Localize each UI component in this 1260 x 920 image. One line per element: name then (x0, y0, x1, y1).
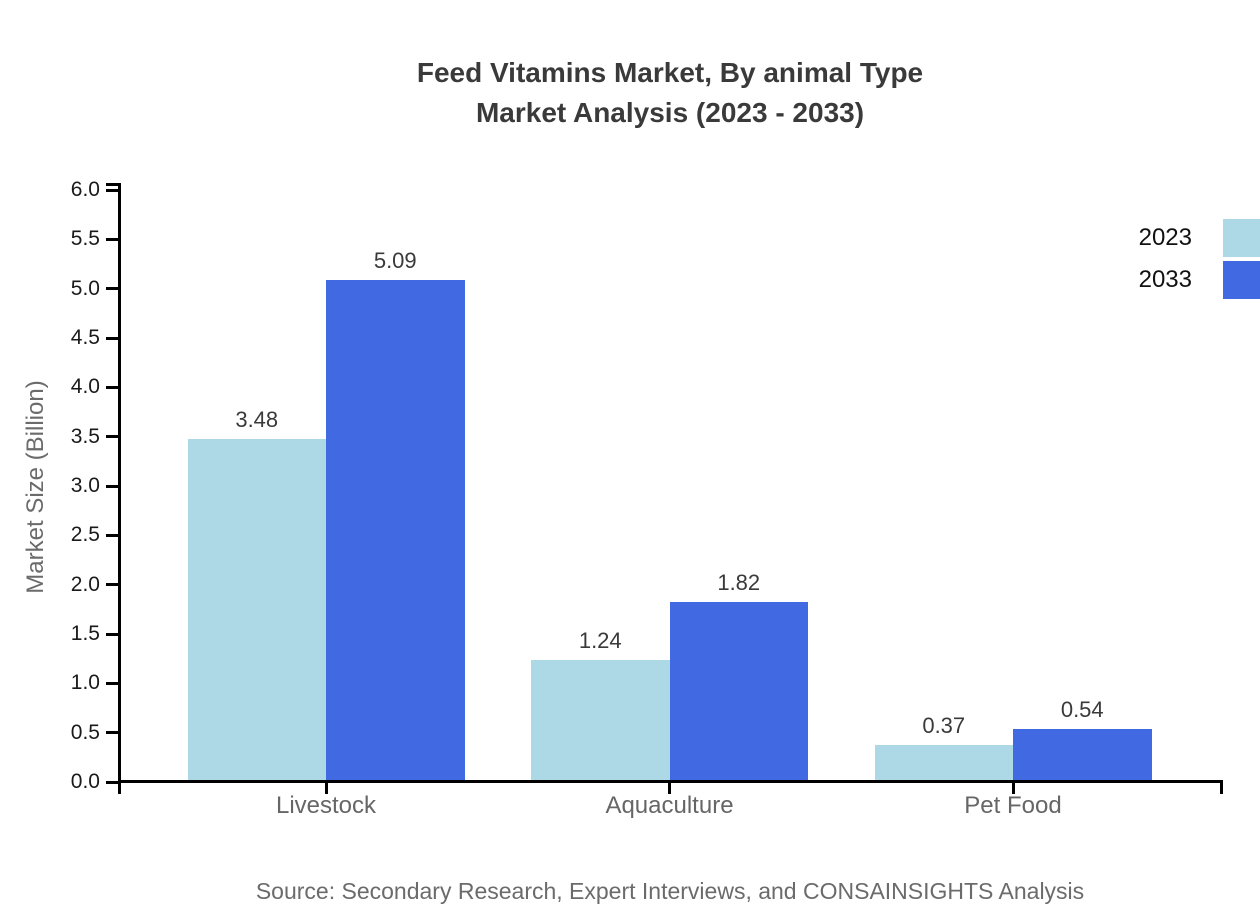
category-label-livestock: Livestock (275, 792, 377, 819)
y-tick (106, 435, 118, 439)
y-tick (106, 533, 118, 537)
x-tick (324, 780, 328, 794)
legend: 2023 2033 (1139, 219, 1260, 299)
bar-2023-aquaculture (531, 659, 670, 783)
y-tick (106, 632, 118, 636)
bar-value-label: 0.37 (922, 713, 966, 739)
y-tick-label: 4.0 (70, 375, 100, 399)
y-tick (106, 780, 118, 784)
y-tick-label: 2.5 (70, 523, 100, 547)
y-tick-label: 4.5 (70, 326, 100, 349)
bar-2023-pet-food (874, 745, 1013, 783)
y-tick-label: 1.0 (70, 671, 100, 695)
y-tick (106, 484, 118, 488)
x-axis-start-cap (118, 780, 121, 794)
x-tick (1011, 780, 1015, 794)
y-tick (106, 237, 118, 241)
chart-subtitle: Market Analysis (2023 - 2033) (475, 97, 865, 128)
y-tick (106, 287, 118, 291)
legend-item-2023: 2023 (1139, 219, 1260, 257)
y-tick-label: 0.0 (70, 770, 100, 793)
legend-label: 2033 (1138, 266, 1192, 293)
y-tick-label: 3.5 (70, 424, 100, 448)
y-axis-end-cap (106, 183, 118, 186)
y-tick (106, 336, 118, 340)
legend-label: 2023 (1138, 224, 1192, 251)
bar-2033-livestock (326, 279, 465, 783)
bar-value-label: 1.24 (578, 627, 622, 653)
bar-value-label: 0.54 (1060, 696, 1104, 722)
bar-value-label: 1.82 (717, 570, 761, 596)
legend-swatch-2023 (1223, 219, 1260, 257)
chart-title: Feed Vitamins Market, By animal Type (416, 57, 924, 88)
bar-value-label: 3.48 (235, 406, 279, 432)
source-note: Source: Secondary Research, Expert Inter… (255, 878, 1085, 904)
x-axis-end-cap (1220, 780, 1223, 794)
y-tick-label: 0.5 (70, 720, 100, 744)
bar-2023-livestock (187, 438, 326, 783)
category-label-aquaculture: Aquaculture (605, 792, 734, 819)
y-tick-label: 3.0 (70, 474, 100, 497)
y-tick (106, 681, 118, 685)
x-tick (668, 780, 671, 794)
y-tick (106, 385, 118, 389)
bar-2033-aquaculture (669, 602, 808, 783)
y-tick-label: 5.0 (70, 276, 100, 300)
y-axis-spine (118, 183, 121, 783)
y-tick-label: 5.5 (70, 227, 100, 251)
y-tick (106, 731, 118, 735)
bar-value-label: 5.09 (373, 247, 417, 273)
y-tick-label: 1.5 (70, 622, 100, 645)
y-tick (106, 188, 118, 192)
category-label-pet-food: Pet Food (964, 792, 1062, 819)
y-tick-label: 2.0 (70, 572, 100, 596)
bar-2033-pet-food (1013, 728, 1152, 783)
legend-item-2033: 2033 (1139, 261, 1260, 299)
y-tick (106, 583, 118, 587)
legend-swatch-2033 (1223, 261, 1260, 299)
title-block: Feed Vitamins Market, By animal Type Mar… (80, 53, 1260, 133)
y-tick-label: 6.0 (70, 178, 100, 201)
